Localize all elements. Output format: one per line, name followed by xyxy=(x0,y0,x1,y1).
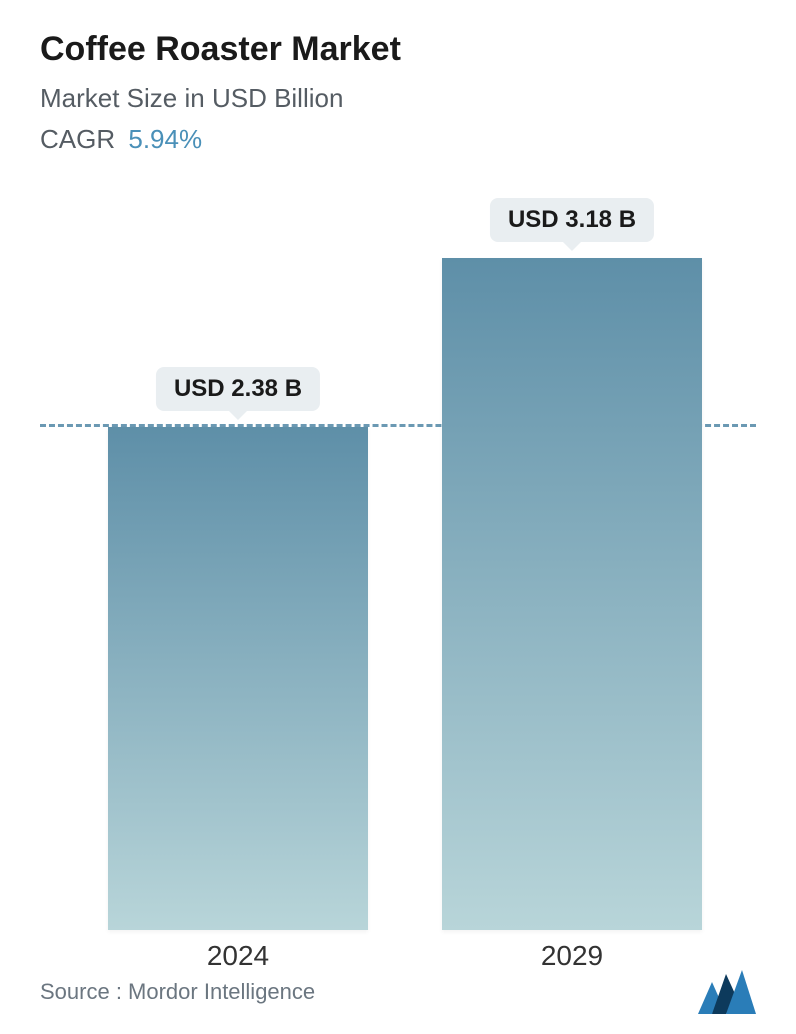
cagr-label: CAGR xyxy=(40,124,115,154)
bars-wrap: USD 2.38 B USD 3.18 B xyxy=(0,190,796,930)
chart-subtitle: Market Size in USD Billion xyxy=(40,83,756,114)
mordor-logo-icon xyxy=(698,970,756,1014)
cagr-row: CAGR 5.94% xyxy=(40,124,756,155)
chart-title: Coffee Roaster Market xyxy=(40,30,756,69)
footer: Source : Mordor Intelligence xyxy=(40,970,756,1014)
value-badge: USD 3.18 B xyxy=(490,198,654,242)
bar-group: USD 2.38 B xyxy=(108,190,368,930)
chart-container: Coffee Roaster Market Market Size in USD… xyxy=(0,0,796,1034)
value-badge: USD 2.38 B xyxy=(156,367,320,411)
source-text: Source : Mordor Intelligence xyxy=(40,979,315,1005)
x-axis-label: 2024 xyxy=(108,940,368,972)
bar xyxy=(108,427,368,930)
cagr-value: 5.94% xyxy=(128,124,202,154)
x-axis-label: 2029 xyxy=(442,940,702,972)
bar xyxy=(442,258,702,930)
bar-group: USD 3.18 B xyxy=(442,190,702,930)
chart-area: USD 2.38 B USD 3.18 B xyxy=(0,190,796,930)
